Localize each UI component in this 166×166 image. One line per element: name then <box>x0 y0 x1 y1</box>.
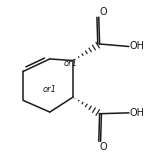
Text: OH: OH <box>130 108 145 118</box>
Text: OH: OH <box>130 42 145 51</box>
Text: O: O <box>100 7 107 17</box>
Text: or1: or1 <box>64 59 78 68</box>
Text: O: O <box>100 142 107 152</box>
Text: or1: or1 <box>42 85 56 94</box>
